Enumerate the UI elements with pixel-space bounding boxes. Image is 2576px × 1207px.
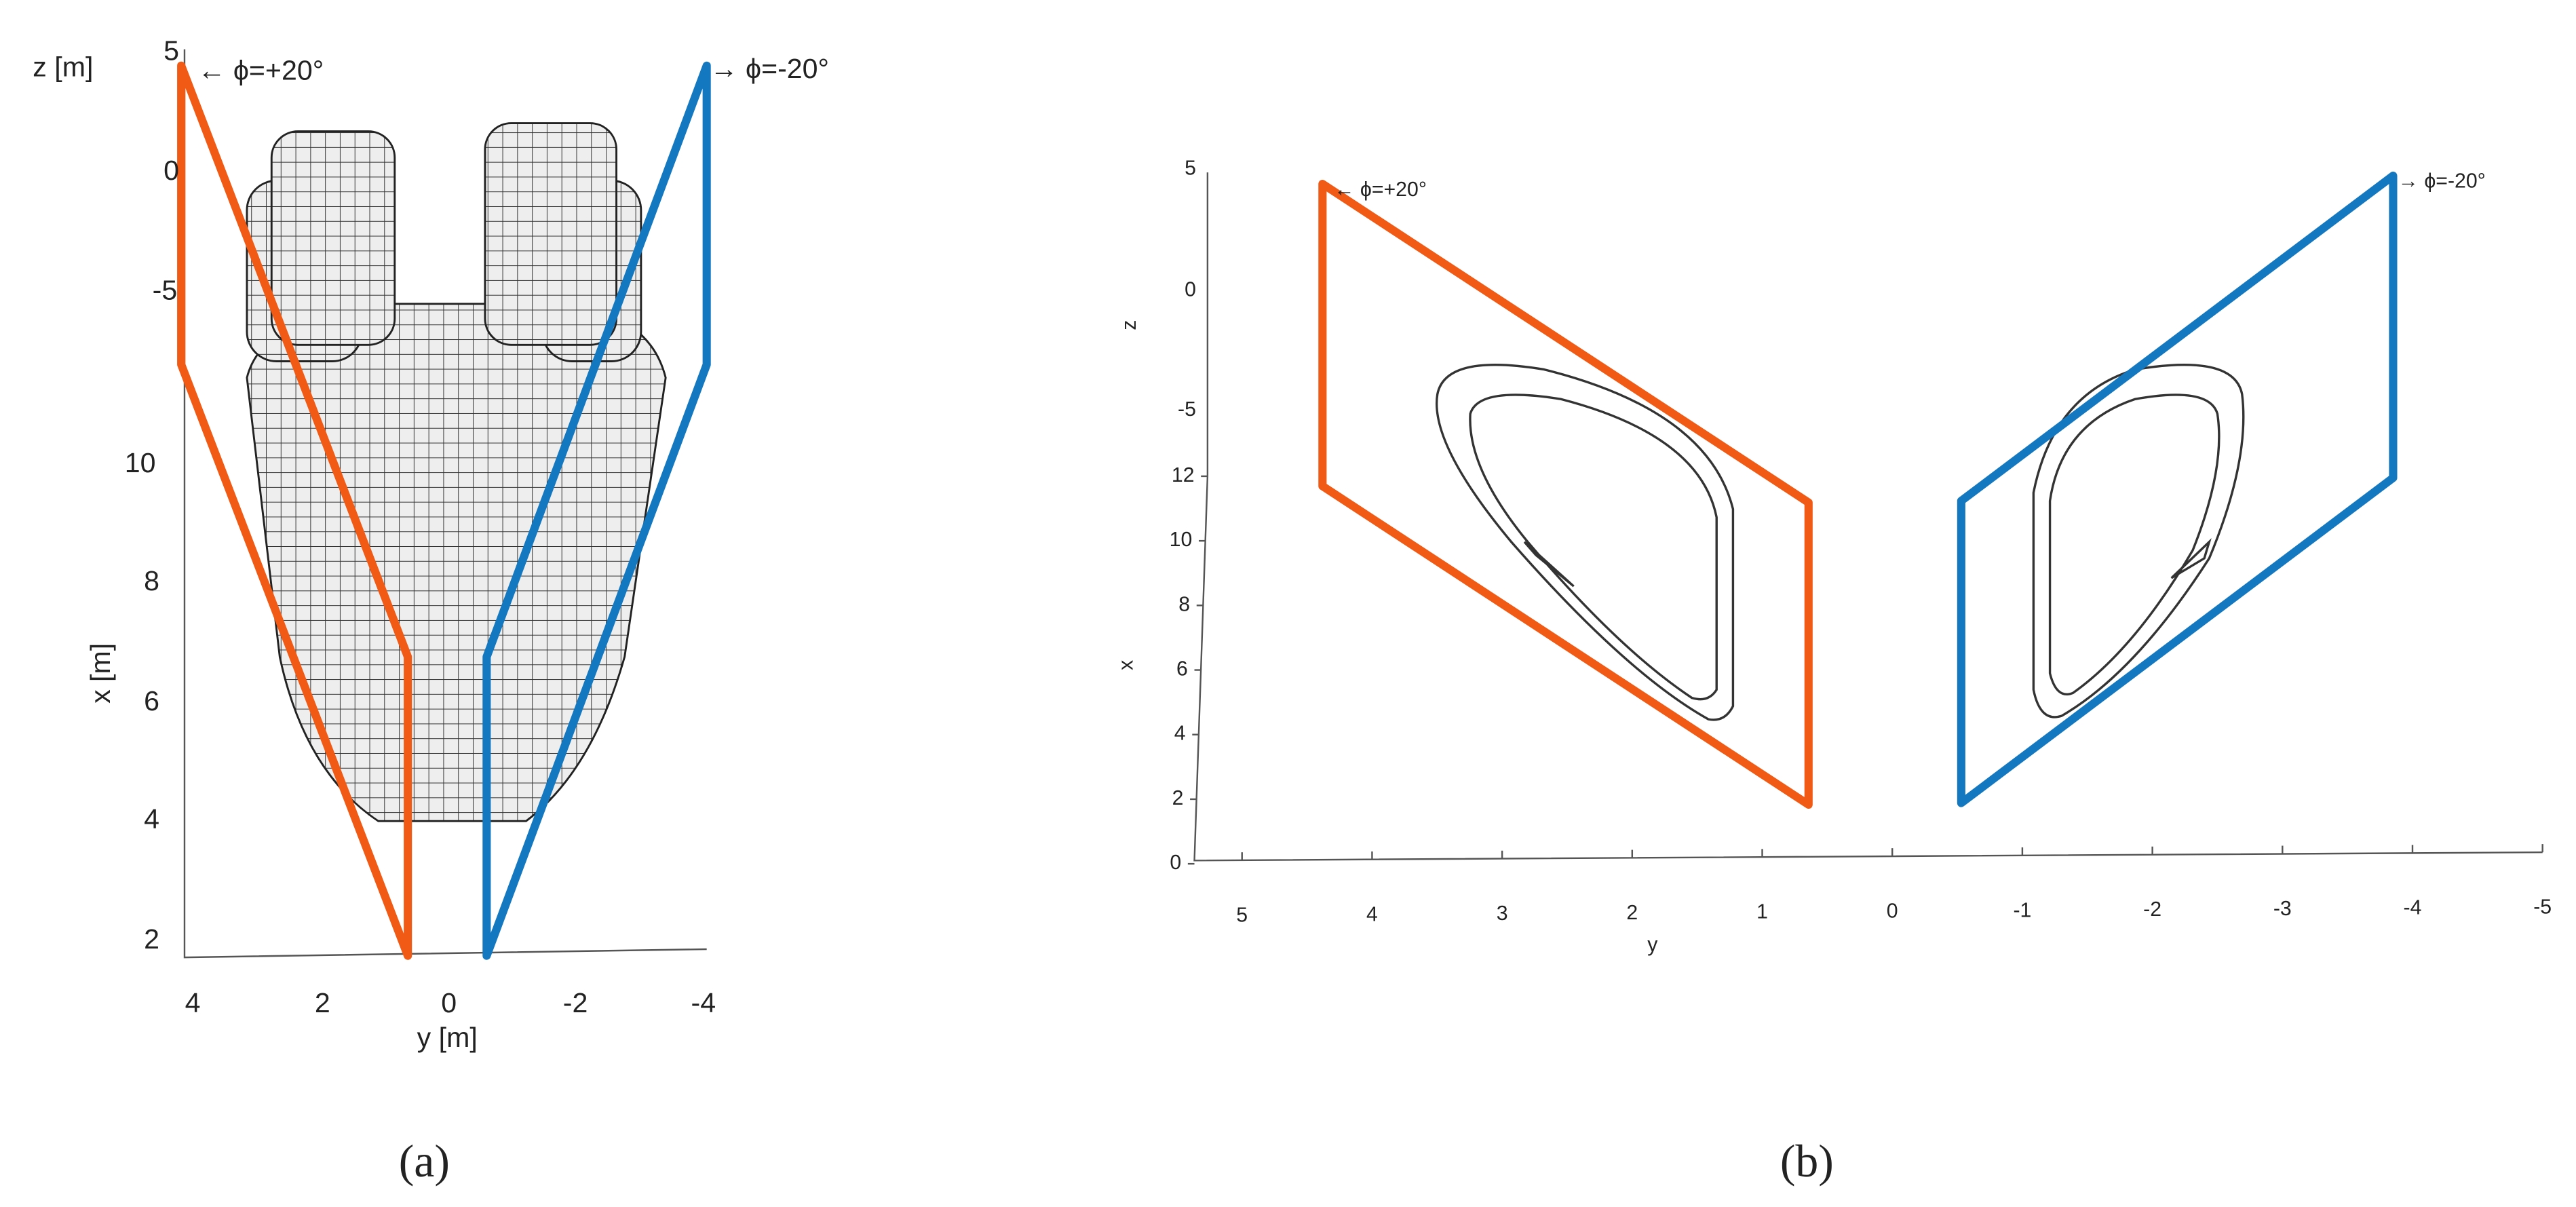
x-axis-label: x [m] (85, 643, 116, 704)
caption: (a) (399, 1136, 450, 1187)
z-axis-label: z [m] (33, 52, 93, 83)
y-tick-label: 4 (1366, 903, 1378, 925)
y-tick-label: 3 (1497, 902, 1508, 925)
z-tick-label: 5 (1185, 157, 1196, 179)
y-tick-label: -3 (2273, 898, 2292, 920)
z-tick-label: -5 (153, 275, 178, 306)
plane-label: → ϕ=-20° (2398, 170, 2486, 193)
x-axis-label: x (1115, 660, 1137, 670)
x-tick-label: 6 (144, 685, 159, 716)
x-tick-label: 12 (1172, 464, 1195, 486)
caption: (b) (1780, 1136, 1834, 1187)
plane-label: → ϕ=-20° (710, 53, 829, 84)
x-tick-label: 8 (1178, 593, 1190, 615)
plane-plus20 (1318, 180, 1813, 809)
y-axis-label: y (1647, 934, 1658, 956)
vessel-mesh (246, 122, 667, 822)
plane-minus20 (482, 61, 711, 960)
plane-label: ← ϕ=+20° (197, 54, 324, 85)
y-tick-label: -2 (563, 987, 588, 1018)
x-tick-label: 2 (144, 923, 159, 955)
plane-plus20 (177, 61, 412, 960)
y-tick-label: -4 (691, 987, 716, 1018)
axes (1193, 172, 2543, 862)
x-tick-label: 0 (1170, 851, 1181, 874)
y-tick-label: 1 (1756, 901, 1768, 923)
x-tick-label: 10 (125, 447, 156, 478)
contours (1436, 363, 2245, 721)
y-tick-label: -1 (2013, 899, 2031, 921)
y-tick-label: 2 (315, 987, 330, 1018)
y-tick-label: 5 (1236, 904, 1248, 927)
x-tick-label: 4 (1174, 723, 1186, 745)
z-tick-label: -5 (1178, 398, 1196, 421)
z-axis-label: z (1118, 320, 1140, 330)
plane-label: ← ϕ=+20° (1334, 178, 1427, 201)
y-tick-label: -2 (2143, 898, 2161, 921)
y-tick-label: -5 (2533, 896, 2552, 918)
z-tick-label: 5 (164, 35, 179, 66)
y-tick-label: 0 (1887, 900, 1898, 923)
y-tick-label: 2 (1626, 902, 1638, 924)
plane-minus20 (1957, 171, 2398, 807)
x-tick-label: 2 (1172, 787, 1184, 809)
z-tick-label: 0 (1185, 278, 1196, 301)
panel-b: z x y ← ϕ=+20° → ϕ=-20° (b) 50-512108642… (1115, 157, 2552, 1187)
x-tick-label: 10 (1170, 529, 1193, 551)
x-tick-label: 6 (1176, 658, 1188, 681)
z-tick-label: 0 (164, 155, 179, 186)
y-tick-label: 0 (441, 987, 457, 1018)
panel-a: z [m] x [m] y [m] ← ϕ=+20° → ϕ=-20° (a) … (33, 35, 829, 1187)
y-tick-label: -4 (2404, 897, 2422, 919)
x-tick-label: 8 (144, 565, 159, 596)
x-tick-label: 4 (144, 803, 159, 835)
y-tick-label: 4 (185, 987, 201, 1018)
y-axis-label: y [m] (417, 1022, 478, 1053)
